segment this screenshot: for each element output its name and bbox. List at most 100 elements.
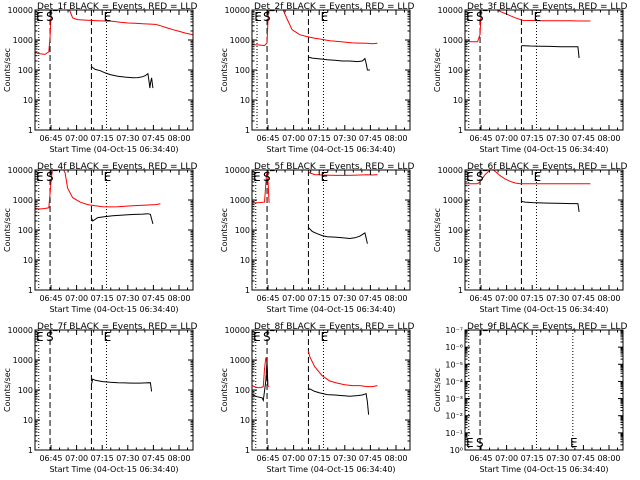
x-tick-label: 08:00 — [167, 134, 190, 143]
x-tick-label: 07:45 — [142, 294, 165, 303]
y-tick-label: 10000 — [8, 326, 33, 335]
y-tick-label: 10⁻³ — [445, 395, 463, 404]
y-tick-label: 10⁰ — [450, 446, 463, 455]
x-axis-label: Start Time (04-Oct-15 06:34:40) — [479, 145, 608, 154]
series-line-2 — [307, 350, 378, 388]
y-tick-label: 1 — [245, 126, 250, 135]
y-tick-label: 10000 — [8, 6, 33, 15]
series-line-1 — [35, 170, 161, 210]
x-tick-label: 06:45 — [469, 454, 492, 463]
chart-panel-5: Det_5f BLACK = Events, RED = LLD 1 10 100 10… — [220, 162, 414, 314]
x-tick-label: 08:00 — [384, 294, 407, 303]
series-line-2 — [90, 213, 154, 225]
y-tick-label: 1000 — [443, 36, 463, 45]
x-tick-label: 07:15 — [91, 134, 114, 143]
x-tick-label: 08:00 — [597, 134, 620, 143]
x-tick-label: 06:45 — [469, 134, 492, 143]
y-tick-label: 10⁻⁵ — [445, 360, 463, 369]
y-tick-label: 10 — [240, 96, 250, 105]
x-tick-label: 07:30 — [116, 294, 139, 303]
event-marker-label: E — [466, 436, 474, 450]
x-tick-label: 08:00 — [597, 454, 620, 463]
x-tick-label: 07:00 — [495, 454, 518, 463]
y-tick-label: 1000 — [230, 36, 250, 45]
x-tick-label: 07:30 — [546, 294, 569, 303]
y-axis-label: Counts/sec — [220, 368, 229, 412]
x-tick-label: 07:15 — [308, 134, 331, 143]
x-tick-label: 07:15 — [521, 454, 544, 463]
event-marker-label: E — [466, 170, 474, 184]
y-tick-label: 10000 — [8, 166, 33, 175]
x-axis-label: Start Time (04-Oct-15 06:34:40) — [266, 145, 395, 154]
x-tick-label: 07:00 — [495, 294, 518, 303]
chart-title: Det_5f BLACK = Events, RED = LLD — [254, 162, 414, 172]
chart-title: Det_4f BLACK = Events, RED = LLD — [37, 162, 197, 172]
series-line-2 — [308, 171, 378, 176]
y-tick-label: 1000 — [230, 356, 250, 365]
event-marker-label: S — [263, 170, 271, 184]
x-tick-label: 06:45 — [256, 294, 279, 303]
event-marker-label: E — [36, 10, 44, 24]
chart-panel-3: Det_3f BLACK = Events, RED = LLD 1 10 100 10… — [433, 2, 627, 154]
event-marker-label: S — [46, 170, 54, 184]
x-tick-label: 07:45 — [359, 134, 382, 143]
x-tick-label: 08:00 — [384, 134, 407, 143]
y-tick-label: 100 — [235, 386, 250, 395]
x-tick-label: 07:00 — [65, 294, 88, 303]
y-tick-label: 10 — [240, 256, 250, 265]
y-tick-label: 10000 — [225, 166, 250, 175]
event-marker-label: E — [466, 10, 474, 24]
event-marker-label: S — [46, 10, 54, 24]
y-tick-label: 100 — [18, 386, 33, 395]
y-tick-label: 10000 — [225, 6, 250, 15]
y-axis-label: Counts/sec — [433, 48, 442, 92]
y-tick-label: 1000 — [13, 196, 33, 205]
x-tick-label: 07:15 — [521, 294, 544, 303]
x-tick-label: 07:00 — [282, 134, 305, 143]
event-marker-label: E — [534, 170, 542, 184]
x-tick-label: 07:30 — [116, 454, 139, 463]
plot-frame — [464, 9, 624, 131]
series-line-1 — [252, 170, 270, 204]
x-tick-label: 07:30 — [333, 294, 356, 303]
y-tick-label: 1000 — [13, 356, 33, 365]
x-tick-label: 07:45 — [359, 294, 382, 303]
event-marker-label: S — [263, 10, 271, 24]
chart-title: Det_6f BLACK = Events, RED = LLD — [467, 162, 627, 172]
x-tick-label: 07:00 — [282, 294, 305, 303]
x-tick-label: 07:30 — [546, 454, 569, 463]
x-tick-label: 07:30 — [546, 134, 569, 143]
chart-panel-8: Det_8f BLACK = Events, RED = LLD 1 10 100 10… — [220, 322, 414, 474]
y-tick-label: 10⁻² — [445, 412, 463, 421]
event-marker-label: E — [104, 10, 112, 24]
series-line-1 — [465, 170, 591, 185]
y-axis-label: Counts/sec — [3, 208, 12, 252]
y-tick-label: 10⁻¹ — [445, 429, 463, 438]
y-tick-label: 10000 — [225, 326, 250, 335]
y-tick-label: 1000 — [13, 36, 33, 45]
y-tick-label: 100 — [18, 226, 33, 235]
x-tick-label: 07:45 — [142, 454, 165, 463]
event-marker-label: E — [36, 330, 44, 344]
y-tick-label: 10000 — [438, 6, 463, 15]
x-axis-label: Start Time (04-Oct-15 06:34:40) — [49, 465, 178, 474]
y-axis-label: Counts/sec — [3, 368, 12, 412]
plot-frame — [464, 169, 624, 291]
chart-panel-4: Det_4f BLACK = Events, RED = LLD 1 10 100 10… — [3, 162, 197, 314]
x-tick-label: 07:00 — [495, 134, 518, 143]
event-marker-label: S — [263, 330, 271, 344]
x-tick-label: 07:45 — [359, 454, 382, 463]
chart-title: Det_9f BLACK = Events, RED = LLD — [467, 322, 627, 332]
event-marker-label: E — [253, 330, 261, 344]
x-tick-label: 07:45 — [572, 294, 595, 303]
plot-frame — [251, 329, 411, 451]
event-marker-label: E — [534, 10, 542, 24]
y-tick-label: 1 — [28, 446, 33, 455]
x-tick-label: 07:15 — [521, 134, 544, 143]
y-tick-label: 100 — [18, 66, 33, 75]
event-marker-label: S — [476, 170, 484, 184]
series-line-1 — [465, 10, 591, 43]
x-tick-label: 08:00 — [384, 454, 407, 463]
y-tick-label: 10 — [23, 96, 33, 105]
event-marker-label: E — [254, 10, 262, 24]
